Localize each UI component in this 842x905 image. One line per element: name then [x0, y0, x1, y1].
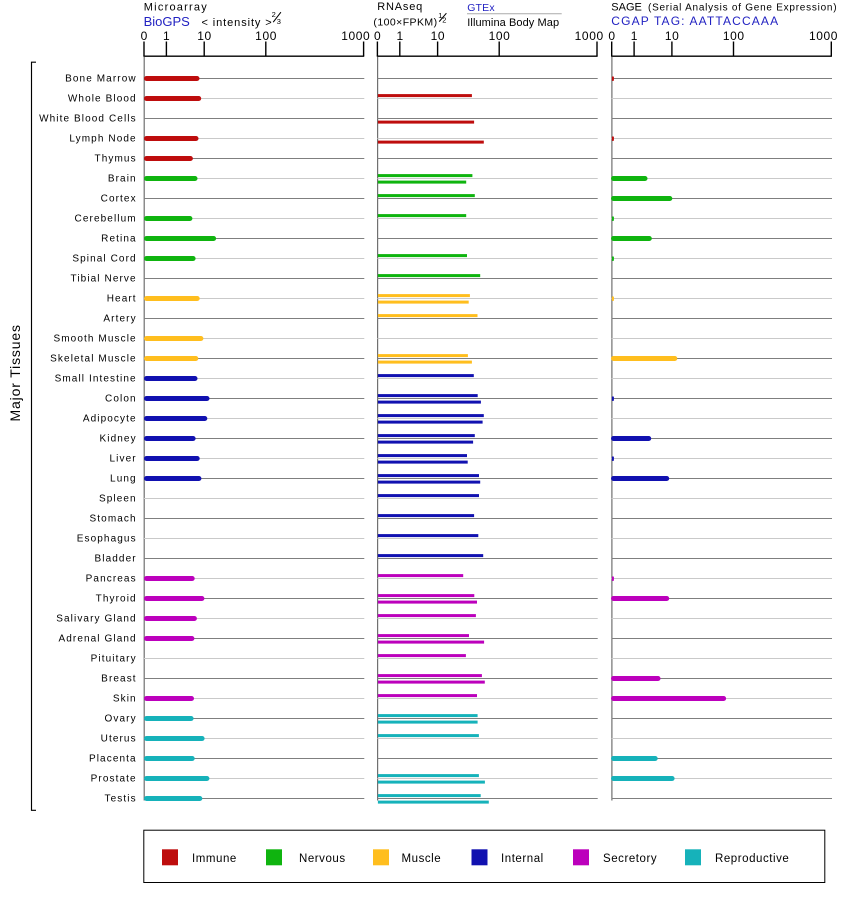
svg-text:Secretory: Secretory — [603, 853, 657, 865]
svg-text:Tibial Nerve: Tibial Nerve — [71, 274, 137, 285]
svg-text:1000: 1000 — [341, 29, 370, 43]
svg-text:White Blood Cells: White Blood Cells — [39, 114, 137, 125]
svg-text:Heart: Heart — [107, 294, 137, 305]
svg-text:Skeletal Muscle: Skeletal Muscle — [50, 354, 137, 365]
svg-text:1: 1 — [631, 29, 638, 43]
svg-text:GTEx: GTEx — [467, 2, 495, 14]
svg-text:Pituitary: Pituitary — [91, 654, 137, 665]
svg-text:1: 1 — [396, 29, 403, 43]
svg-text:10: 10 — [197, 29, 212, 43]
svg-text:Cerebellum: Cerebellum — [75, 214, 137, 225]
svg-text:Small Intestine: Small Intestine — [55, 374, 137, 385]
svg-text:0: 0 — [608, 29, 615, 43]
svg-text:Adrenal Gland: Adrenal Gland — [58, 634, 136, 645]
svg-text:Ovary: Ovary — [105, 714, 137, 725]
svg-text:1: 1 — [438, 11, 442, 20]
svg-text:Illumina Body Map: Illumina Body Map — [467, 17, 559, 29]
svg-text:Reproductive: Reproductive — [715, 853, 789, 865]
svg-text:Esophagus: Esophagus — [77, 534, 137, 545]
svg-text:Stomach: Stomach — [90, 514, 137, 525]
svg-text:Testis: Testis — [105, 794, 137, 805]
svg-text:Spinal Cord: Spinal Cord — [72, 254, 136, 265]
svg-text:Whole Blood: Whole Blood — [68, 94, 137, 105]
svg-text:Cortex: Cortex — [101, 194, 137, 205]
svg-text:Retina: Retina — [101, 234, 137, 245]
svg-text:10: 10 — [665, 29, 680, 43]
svg-text:(Serial Analysis of Gene Expre: (Serial Analysis of Gene Expression) — [648, 2, 837, 13]
svg-text:Pancreas: Pancreas — [86, 574, 137, 585]
svg-text:Brain: Brain — [108, 174, 137, 185]
svg-text:Thymus: Thymus — [95, 154, 137, 165]
svg-text:1000: 1000 — [575, 29, 604, 43]
svg-text:0: 0 — [141, 29, 148, 43]
svg-text:Major Tissues: Major Tissues — [7, 324, 23, 421]
svg-text:(100×FPKM): (100×FPKM) — [373, 16, 437, 28]
svg-text:Smooth Muscle: Smooth Muscle — [53, 334, 136, 345]
svg-text:100: 100 — [255, 29, 277, 43]
svg-text:Spleen: Spleen — [99, 494, 137, 505]
svg-text:Uterus: Uterus — [101, 734, 137, 745]
svg-text:RNAseq: RNAseq — [377, 1, 423, 13]
svg-text:1: 1 — [163, 29, 170, 43]
svg-text:Nervous: Nervous — [299, 853, 346, 865]
svg-text:3: 3 — [277, 17, 281, 26]
svg-text:Colon: Colon — [105, 394, 137, 405]
svg-text:BioGPS: BioGPS — [144, 14, 191, 29]
svg-text:Microarray: Microarray — [144, 1, 208, 13]
svg-text:Liver: Liver — [110, 454, 137, 465]
svg-text:Lymph Node: Lymph Node — [69, 134, 136, 145]
svg-text:2: 2 — [442, 15, 446, 24]
svg-text:100: 100 — [489, 29, 511, 43]
svg-text:Internal: Internal — [501, 853, 544, 865]
svg-text:0: 0 — [374, 29, 381, 43]
svg-text:SAGE: SAGE — [611, 2, 642, 14]
svg-text:Thyroid: Thyroid — [96, 594, 137, 605]
svg-text:Bone Marrow: Bone Marrow — [65, 74, 137, 85]
svg-text:Kidney: Kidney — [100, 434, 137, 445]
svg-text:Artery: Artery — [103, 314, 136, 325]
svg-text:Muscle: Muscle — [402, 853, 442, 865]
svg-text:CGAP TAG: AATTACCAAA: CGAP TAG: AATTACCAAA — [611, 14, 779, 28]
svg-text:< intensity >: < intensity > — [202, 17, 273, 29]
svg-text:10: 10 — [431, 29, 446, 43]
svg-text:Placenta: Placenta — [89, 754, 137, 765]
svg-text:Breast: Breast — [101, 674, 137, 685]
svg-text:Bladder: Bladder — [95, 554, 137, 565]
svg-text:Skin: Skin — [113, 694, 137, 705]
svg-text:Adipocyte: Adipocyte — [83, 414, 137, 425]
svg-text:Lung: Lung — [110, 474, 137, 485]
svg-text:Salivary Gland: Salivary Gland — [56, 614, 136, 625]
svg-text:1000: 1000 — [809, 29, 838, 43]
svg-text:Prostate: Prostate — [91, 774, 137, 785]
svg-text:100: 100 — [723, 29, 745, 43]
svg-text:2: 2 — [272, 10, 276, 19]
svg-text:Immune: Immune — [192, 853, 237, 865]
